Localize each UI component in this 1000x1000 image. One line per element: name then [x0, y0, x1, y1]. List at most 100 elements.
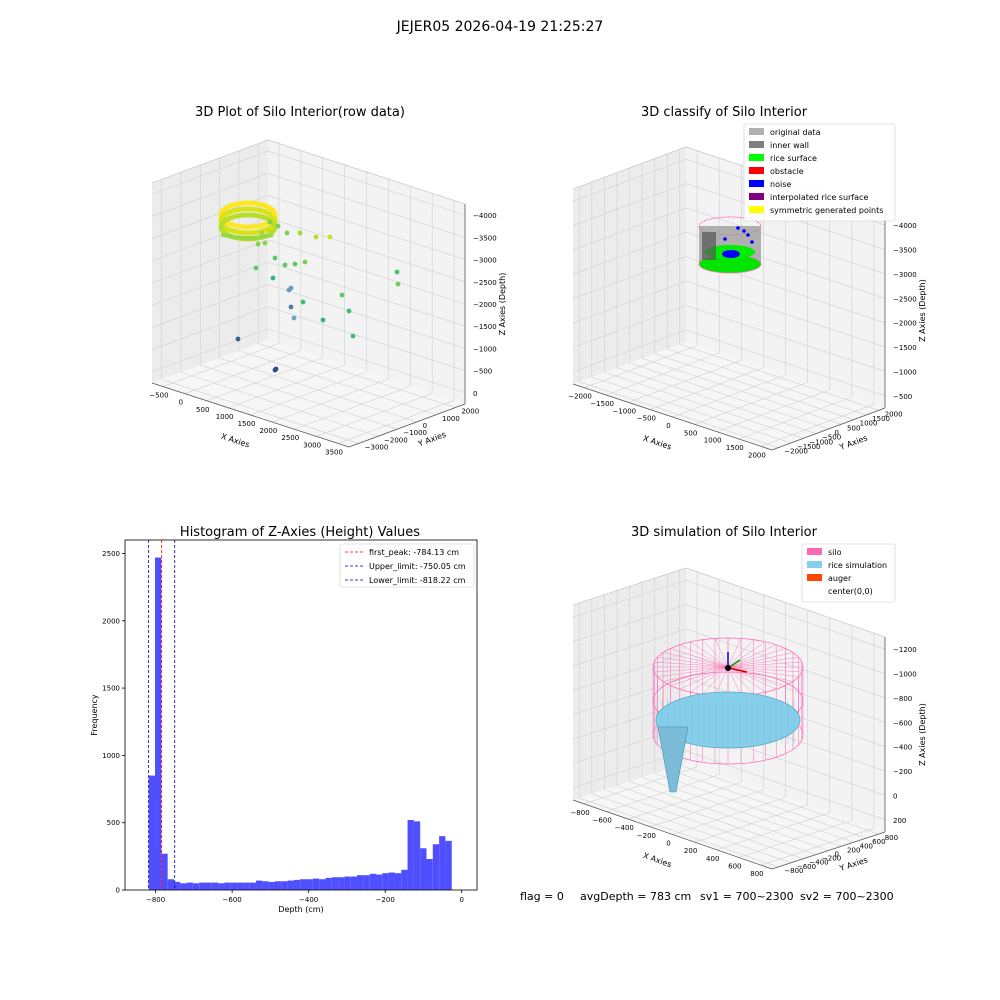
silo-wire-roof — [727, 656, 799, 668]
histogram-bar — [167, 879, 174, 890]
silo-wire-roof — [654, 661, 729, 668]
noise-cluster — [722, 250, 740, 258]
histogram-bar — [218, 883, 225, 890]
histogram-bar — [155, 557, 162, 890]
histogram-bar — [249, 882, 257, 890]
x-tick-label: −400 — [299, 896, 318, 904]
legend-swatch — [807, 574, 822, 581]
y-tick-label: 500 — [847, 424, 860, 432]
grid-z — [151, 328, 466, 394]
point — [395, 281, 401, 287]
silo-wire-roof — [670, 648, 729, 668]
silo-wire-roof — [663, 666, 729, 682]
z-tick-label: −200 — [893, 768, 912, 776]
x-tick-label: 2000 — [259, 427, 277, 435]
histogram-bar — [281, 881, 288, 890]
y-tick-label: −600 — [797, 863, 816, 871]
histogram-bar — [243, 882, 250, 890]
legend-swatch — [749, 193, 764, 200]
legend-swatch — [749, 167, 764, 174]
z-tick-label: −1500 — [893, 344, 917, 352]
panel-simulation-title: 3D simulation of Silo Interior — [631, 525, 818, 540]
x-tick-label: 500 — [684, 429, 697, 437]
silo-wire-roof — [657, 666, 729, 678]
point — [272, 218, 278, 223]
grid-y — [616, 367, 817, 434]
histogram-bar — [432, 844, 440, 890]
point — [284, 230, 290, 236]
x-tick-label: −200 — [376, 896, 395, 904]
point — [282, 262, 288, 268]
grid-y — [654, 772, 854, 843]
x-tick-label: −200 — [637, 832, 656, 840]
z-tick-label: −1000 — [893, 368, 917, 376]
silo-wire-roof — [727, 652, 793, 668]
z-tick-label: −1200 — [893, 646, 917, 654]
noise-point — [723, 237, 727, 241]
silo-wire-roof — [657, 656, 729, 668]
histogram-bar — [369, 873, 376, 890]
grid-y — [616, 785, 817, 855]
z-tick-label: −400 — [893, 744, 912, 752]
x-tick-label: −1500 — [590, 400, 614, 408]
silo-wire-roof — [727, 641, 766, 668]
legend-label: obstacle — [770, 167, 804, 176]
y-tick-label: 1500 — [102, 685, 120, 693]
x-tick-label: 0 — [666, 840, 670, 848]
z-tick-label: −1000 — [893, 671, 917, 679]
x-tick-label: −600 — [593, 817, 612, 825]
y-tick-label: 0 — [835, 429, 839, 437]
legend-label: Upper_limit: -750.05 cm — [369, 562, 466, 571]
grid-y — [629, 781, 829, 851]
noise-point — [746, 233, 750, 237]
status-avg-depth: avgDepth = 783 cm — [580, 890, 691, 903]
grid-z — [572, 305, 886, 372]
x-tick-label: −2000 — [568, 393, 592, 401]
point — [346, 308, 352, 314]
panel-raw-3d: 3D Plot of Silo Interior(row data) −500 0… — [149, 105, 507, 456]
grid-y — [667, 348, 867, 416]
grid-z — [572, 329, 886, 397]
histogram-bar — [420, 848, 427, 890]
silo-wire-roof — [727, 666, 799, 678]
grid-y — [258, 343, 456, 408]
z-axis-label: Z Axies (Depth) — [918, 279, 927, 342]
z-tick-label: −2500 — [893, 295, 917, 303]
histogram-bar — [161, 853, 168, 890]
silo-wire-roof — [663, 652, 729, 668]
y-tick-label: −1000 — [809, 438, 833, 446]
x-tick-label: 1500 — [726, 444, 744, 452]
status-sv1: sv1 = 700~2300 — [700, 890, 794, 903]
grid-y — [238, 350, 437, 416]
histogram-bar — [445, 840, 452, 890]
x-tick-label: 200 — [684, 847, 697, 855]
histogram-bar — [426, 859, 433, 890]
y-axis-line — [771, 831, 886, 870]
point — [259, 230, 265, 236]
legend-label: symmetric generated points — [770, 206, 883, 215]
grid-z — [151, 195, 466, 260]
grid-x — [250, 371, 367, 416]
point — [272, 255, 278, 261]
histogram-bar — [363, 875, 370, 890]
x-axis-label: X Axies — [642, 434, 673, 452]
plot-frame — [124, 539, 478, 891]
silo-wire-roof — [727, 666, 777, 690]
histogram-bar — [199, 882, 206, 890]
y-tick-label: −1500 — [797, 443, 821, 451]
z-axis-label: Z Axies (Depth) — [498, 273, 507, 336]
y-tick-label: −500 — [822, 434, 841, 442]
histogram-bar — [224, 882, 231, 890]
y-tick-label: −2000 — [384, 436, 408, 444]
x-tick-label: 2000 — [748, 451, 766, 459]
point — [302, 259, 308, 265]
grid-x — [337, 400, 455, 444]
x-tick-label: 3000 — [303, 441, 321, 449]
x-tick-label: 1500 — [238, 420, 256, 428]
histogram-bar — [274, 881, 282, 890]
histogram-bar — [357, 875, 364, 890]
grid-y — [579, 797, 779, 868]
z-tick-label: −4000 — [893, 222, 917, 230]
histogram-bar — [439, 836, 446, 890]
